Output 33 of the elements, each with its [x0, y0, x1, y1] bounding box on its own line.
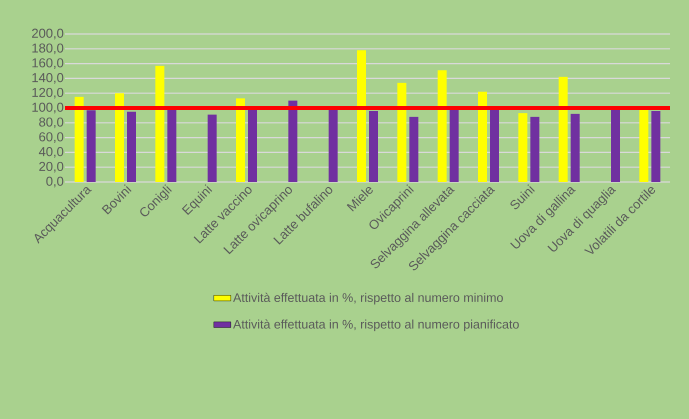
legend-label: Attività effettuata in %, rispetto al numero pianificato: [233, 319, 519, 332]
bar: [438, 70, 447, 182]
bar: [288, 100, 298, 182]
bar: [530, 116, 540, 182]
y-tick-label: 0,0: [46, 176, 64, 188]
y-tick-label: 40,0: [38, 147, 64, 158]
bar: [478, 92, 488, 182]
bar: [397, 82, 406, 182]
bar: [651, 110, 660, 182]
y-tick-label: 140,0: [32, 73, 64, 84]
bar: [236, 98, 245, 182]
bar: [570, 114, 580, 182]
y-tick-label: 160,0: [32, 58, 64, 69]
bar: [74, 96, 84, 182]
bar: [639, 108, 648, 182]
bar: [518, 113, 528, 182]
bar: [357, 50, 366, 182]
legend-label: Attività effettuata in %, rispetto al numero minimo: [233, 292, 503, 304]
y-tick-label: 200,0: [32, 28, 64, 40]
bar: [127, 112, 136, 182]
bar: [558, 76, 568, 182]
bar: [409, 116, 418, 182]
bar: [155, 66, 164, 182]
bar: [369, 110, 378, 182]
bar: [86, 110, 96, 182]
y-tick-label: 100,0: [32, 102, 64, 114]
y-tick-label: 20,0: [39, 162, 64, 173]
y-tick-label: 80,0: [39, 117, 64, 128]
y-tick-label: 60,0: [39, 132, 64, 143]
bar: [208, 114, 217, 182]
bar: [115, 93, 124, 182]
y-tick-label: 180,0: [32, 43, 64, 54]
y-tick-label: 120,0: [32, 88, 64, 99]
